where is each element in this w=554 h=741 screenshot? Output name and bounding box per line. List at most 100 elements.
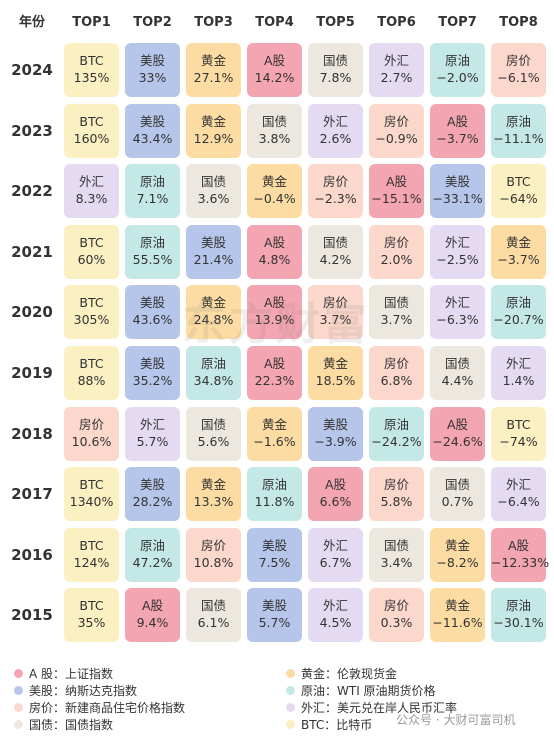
ranking-cell: A股 9.4%: [125, 588, 180, 643]
ranking-cell: BTC −64%: [491, 164, 546, 219]
ranking-cell: 外汇 4.5%: [308, 588, 363, 643]
return-value: 22.3%: [254, 373, 295, 388]
ranking-cell: 国债 3.8%: [247, 103, 302, 158]
legend: A 股：上证指数 黄金：伦敦现货金 美股：纳斯达克指数 原油：WTI 原油期货价格 房价…: [0, 660, 554, 741]
year-label: 2024: [11, 61, 53, 79]
asset-name: A股: [324, 477, 347, 493]
return-value: 27.1%: [193, 70, 234, 85]
return-value: 0.7%: [441, 494, 474, 510]
asset-name: 房价: [383, 598, 409, 614]
legend-color-dot: [286, 703, 295, 712]
legend-text: 美股：纳斯达克指数: [29, 684, 138, 698]
ranking-cell: 房价 10.8%: [186, 527, 241, 582]
return-value: 5.7%: [258, 615, 291, 631]
return-value: 35.2%: [132, 373, 173, 388]
return-value: 3.7%: [380, 312, 413, 328]
return-value: 28.2%: [132, 494, 173, 510]
column-header: TOP8: [499, 15, 538, 30]
ranking-cell: 美股 −33.1%: [430, 164, 485, 219]
column-header: TOP5: [316, 15, 355, 30]
return-value: 55.5%: [132, 251, 173, 267]
asset-name: 美股: [139, 356, 165, 371]
asset-name: 房价: [383, 477, 409, 493]
return-value: 8.3%: [75, 191, 108, 207]
ranking-cell: 房价 0.3%: [369, 588, 424, 643]
ranking-cell: 黄金 −3.7%: [491, 224, 546, 279]
watermark-text: 东方财富: [182, 299, 370, 350]
ranking-cell: A股 13.9%: [247, 285, 302, 340]
ranking-cell: 外汇 2.6%: [308, 103, 363, 158]
ranking-cell: A股 6.6%: [308, 467, 363, 522]
return-value: 47.2%: [132, 554, 173, 570]
asset-name: 国债: [322, 53, 348, 68]
ranking-cell: 房价 3.7%: [308, 285, 363, 340]
ranking-cell: 美股 28.2%: [125, 467, 180, 522]
legend-text: 外汇：美元兑在岸人民币汇率: [301, 701, 458, 715]
return-value: 33%: [138, 70, 167, 85]
asset-name: 原油: [261, 477, 287, 493]
asset-name: 黄金: [261, 174, 287, 190]
asset-name: 美股: [261, 537, 287, 553]
ranking-cell: 国债 5.6%: [186, 406, 241, 461]
ranking-cell: A股 4.8%: [247, 224, 302, 279]
asset-name: A股: [263, 295, 286, 311]
return-value: −1.6%: [253, 433, 296, 449]
return-value: 1.4%: [502, 373, 535, 388]
return-value: 5.7%: [136, 433, 169, 449]
asset-name: 黄金: [200, 477, 226, 493]
legend-item: 外汇：美元兑在岸人民币汇率: [286, 700, 457, 717]
asset-name: 外汇: [383, 53, 409, 68]
ranking-cell: 外汇 8.3%: [64, 164, 119, 219]
return-value: 5.6%: [197, 433, 230, 449]
asset-name: 美股: [139, 295, 165, 311]
ranking-cell: BTC 305%: [64, 285, 119, 340]
return-value: 3.8%: [258, 130, 291, 146]
asset-name: 外汇: [139, 416, 165, 432]
asset-name: 房价: [383, 113, 409, 129]
asset-name: 黄金: [322, 356, 348, 371]
asset-name: BTC: [79, 53, 104, 68]
asset-name: 美股: [322, 416, 348, 432]
legend-item: 国债：国债指数: [14, 717, 113, 734]
return-value: −33.1%: [432, 191, 483, 207]
column-header: TOP7: [438, 15, 477, 30]
column-header: TOP6: [377, 15, 416, 30]
ranking-cell: 房价 10.6%: [64, 406, 119, 461]
asset-name: 外汇: [505, 356, 531, 371]
return-value: 10.8%: [193, 554, 234, 570]
ranking-cell: BTC 124%: [64, 527, 119, 582]
legend-item: 美股：纳斯达克指数: [14, 683, 137, 700]
return-value: 6.7%: [319, 554, 352, 570]
asset-name: 国债: [200, 598, 226, 614]
asset-name: A股: [385, 174, 408, 190]
ranking-cell: A股 22.3%: [247, 346, 302, 400]
ranking-cell: 原油 −24.2%: [369, 406, 424, 461]
ranking-cell: BTC −74%: [491, 406, 546, 461]
return-value: 3.4%: [380, 554, 413, 570]
asset-name: 原油: [139, 537, 165, 553]
ranking-cell: 黄金 24.8%: [186, 285, 241, 340]
ranking-cell: A股 −15.1%: [369, 164, 424, 219]
asset-name: 外汇: [505, 477, 531, 493]
year-label: 2023: [11, 121, 53, 140]
asset-name: 房价: [200, 537, 226, 553]
asset-name: BTC: [79, 537, 104, 553]
return-value: 135%: [73, 70, 110, 85]
asset-name: 美股: [139, 53, 165, 68]
asset-name: 原油: [139, 174, 165, 190]
legend-color-dot: [14, 720, 23, 729]
ranking-cell: 原油 7.1%: [125, 164, 180, 219]
ranking-cell: 黄金 −0.4%: [247, 164, 302, 219]
ranking-cell: BTC 88%: [64, 346, 119, 400]
return-value: 305%: [73, 312, 110, 328]
legend-item: 黄金：伦敦现货金: [286, 666, 397, 683]
legend-text: BTC：比特币: [301, 718, 373, 732]
ranking-cell: 国债 4.4%: [430, 346, 485, 400]
return-value: 6.1%: [197, 615, 230, 631]
asset-name: 美股: [200, 234, 226, 250]
year-label: 2019: [11, 364, 53, 382]
year-label: 2021: [11, 242, 53, 261]
asset-name: A股: [141, 598, 164, 614]
asset-name: 原油: [505, 113, 531, 129]
return-value: 7.5%: [258, 554, 291, 570]
